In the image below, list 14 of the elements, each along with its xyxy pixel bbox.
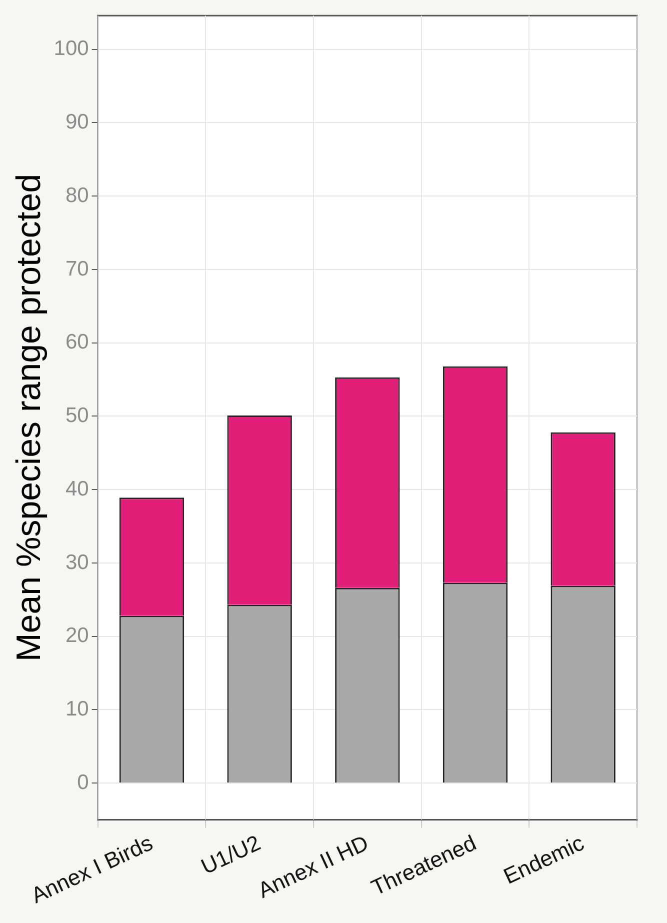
y-tick-label: 10 <box>65 698 89 721</box>
x-tick-label: Annex I Birds <box>27 830 156 908</box>
y-tick-label: 100 <box>54 37 89 60</box>
y-tick-label: 90 <box>65 110 89 134</box>
y-tick-label: 50 <box>65 404 89 428</box>
y-tick-label: 0 <box>77 770 89 794</box>
y-tick-label: 80 <box>65 184 89 207</box>
y-tick-label: 30 <box>65 550 89 574</box>
y-tick-label: 70 <box>65 257 89 280</box>
x-tick-label: U1/U2 <box>197 830 264 880</box>
y-tick-label: 20 <box>65 624 89 648</box>
y-tick-label: 40 <box>65 477 89 500</box>
y-axis-title: Mean %species range protected <box>10 174 48 662</box>
y-tick-label: 60 <box>65 330 89 354</box>
